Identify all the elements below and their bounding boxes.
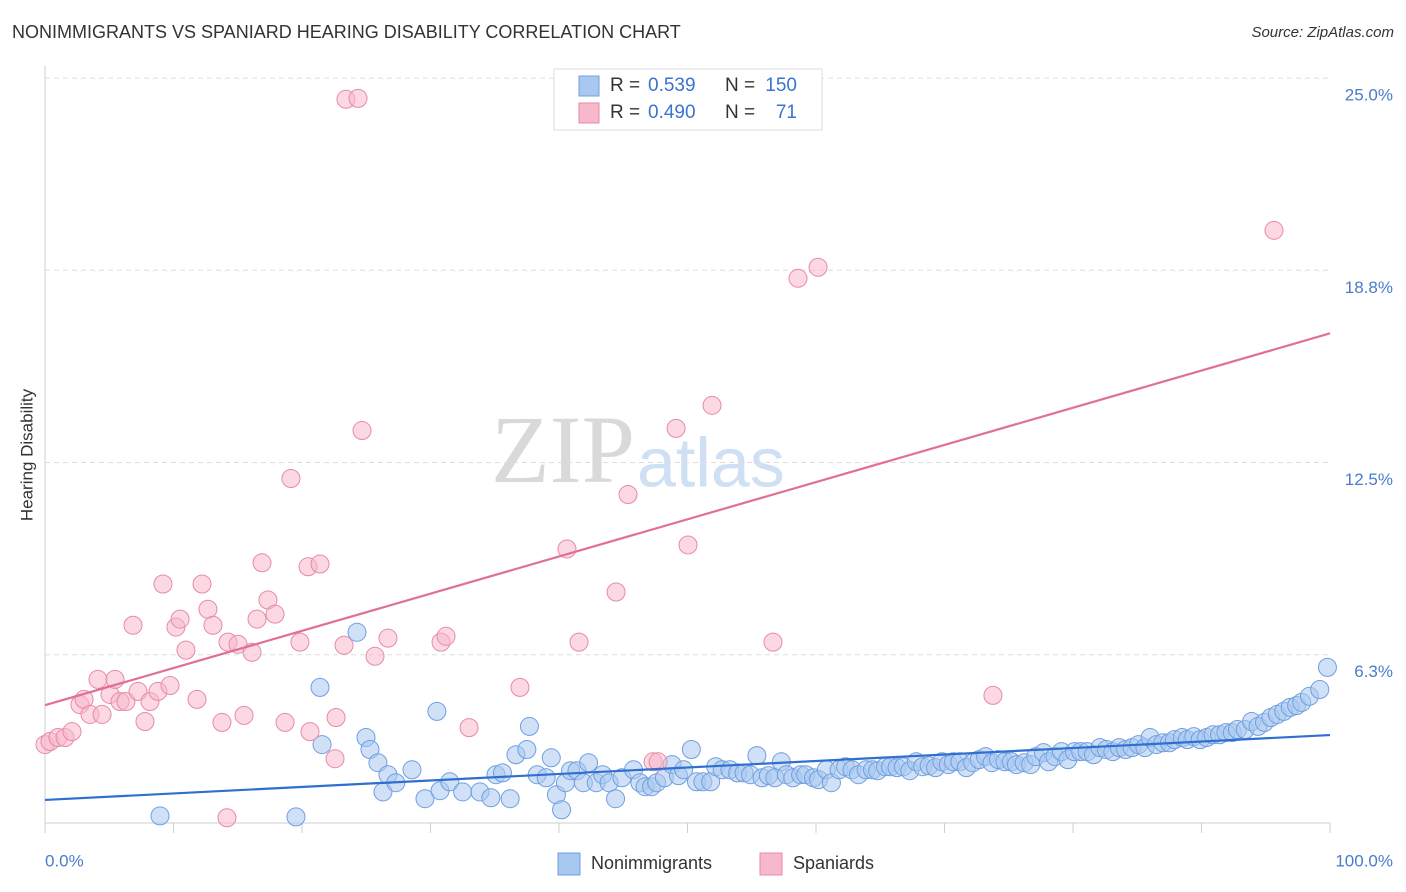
y-tick-label: 25.0% xyxy=(1345,86,1393,105)
data-point xyxy=(176,640,196,660)
data-point xyxy=(519,716,539,736)
data-point xyxy=(666,418,686,438)
data-point xyxy=(674,760,694,780)
data-point xyxy=(481,788,501,808)
data-point xyxy=(415,789,435,809)
data-point xyxy=(510,677,530,697)
data-point xyxy=(242,642,262,662)
legend-r-value: 0.539 xyxy=(648,75,696,96)
data-point xyxy=(579,753,599,773)
data-point xyxy=(606,789,626,809)
x-tick-label: 100.0% xyxy=(1335,851,1393,870)
legend-r-label: R = xyxy=(610,75,640,96)
data-point xyxy=(212,712,232,732)
y-tick-label: 12.5% xyxy=(1345,470,1393,489)
data-point xyxy=(135,712,155,732)
data-point xyxy=(88,669,108,689)
data-point xyxy=(552,800,572,820)
data-point xyxy=(453,782,473,802)
data-point xyxy=(440,772,460,792)
chart-title: NONIMMIGRANTS VS SPANIARD HEARING DISABI… xyxy=(12,22,681,42)
data-point xyxy=(334,635,354,655)
data-point xyxy=(290,632,310,652)
data-point xyxy=(1264,220,1284,240)
data-point xyxy=(310,677,330,697)
x-tick-label: 0.0% xyxy=(45,851,84,870)
data-point xyxy=(648,752,668,772)
data-point xyxy=(436,626,456,646)
y-tick-label: 6.3% xyxy=(1354,662,1393,681)
data-point xyxy=(247,609,267,629)
data-point xyxy=(160,676,180,696)
y-axis-label: Hearing Disability xyxy=(17,388,36,521)
data-point xyxy=(325,749,345,769)
data-point xyxy=(702,395,722,415)
data-point xyxy=(275,712,295,732)
data-point xyxy=(192,574,212,594)
data-point xyxy=(352,421,372,441)
data-point xyxy=(536,768,556,788)
data-point xyxy=(517,739,537,759)
data-point xyxy=(1310,680,1330,700)
legend-swatch xyxy=(578,102,600,124)
legend-n-value: 71 xyxy=(776,102,797,123)
legend-swatch xyxy=(557,852,581,876)
data-point xyxy=(300,722,320,742)
data-point xyxy=(618,485,638,505)
data-point xyxy=(1317,657,1337,677)
data-point xyxy=(365,646,385,666)
data-point xyxy=(326,708,346,728)
data-point xyxy=(492,763,512,783)
legend-label: Nonimmigrants xyxy=(591,853,712,873)
source: Source: ZipAtlas.com xyxy=(1251,24,1394,41)
data-point xyxy=(348,88,368,108)
data-point xyxy=(123,615,143,635)
data-point xyxy=(459,718,479,738)
data-point xyxy=(402,760,422,780)
legend-r-label: R = xyxy=(610,102,640,123)
data-point xyxy=(187,689,207,709)
data-point xyxy=(788,268,808,288)
data-point xyxy=(170,609,190,629)
data-point xyxy=(217,808,237,828)
data-point xyxy=(569,632,589,652)
data-point xyxy=(606,582,626,602)
data-point xyxy=(252,553,272,573)
data-point xyxy=(281,469,301,489)
legend-n-label: N = xyxy=(725,75,755,96)
data-point xyxy=(234,705,254,725)
data-point xyxy=(198,599,218,619)
data-point xyxy=(62,722,82,742)
data-point xyxy=(312,735,332,755)
data-point xyxy=(983,685,1003,705)
legend-swatch xyxy=(759,852,783,876)
data-point xyxy=(153,574,173,594)
watermark: ZIP xyxy=(491,396,635,503)
legend-swatch xyxy=(578,75,600,97)
data-point xyxy=(763,632,783,652)
data-point xyxy=(678,535,698,555)
data-point xyxy=(427,701,447,721)
trend-line xyxy=(44,332,1331,707)
data-point xyxy=(541,748,561,768)
data-point xyxy=(378,628,398,648)
data-point xyxy=(347,622,367,642)
legend-r-value: 0.490 xyxy=(648,102,696,123)
y-tick-label: 18.8% xyxy=(1345,278,1393,297)
trend-line xyxy=(44,733,1331,802)
data-point xyxy=(286,807,306,827)
data-point xyxy=(681,739,701,759)
legend-n-value: 150 xyxy=(765,75,797,96)
legend-n-label: N = xyxy=(725,102,755,123)
data-point xyxy=(265,604,285,624)
data-point xyxy=(747,746,767,766)
data-point xyxy=(310,554,330,574)
data-point xyxy=(203,615,223,635)
data-point xyxy=(92,704,112,724)
data-point xyxy=(808,257,828,277)
data-point xyxy=(500,789,520,809)
data-point xyxy=(150,806,170,826)
legend-label: Spaniards xyxy=(793,853,874,873)
